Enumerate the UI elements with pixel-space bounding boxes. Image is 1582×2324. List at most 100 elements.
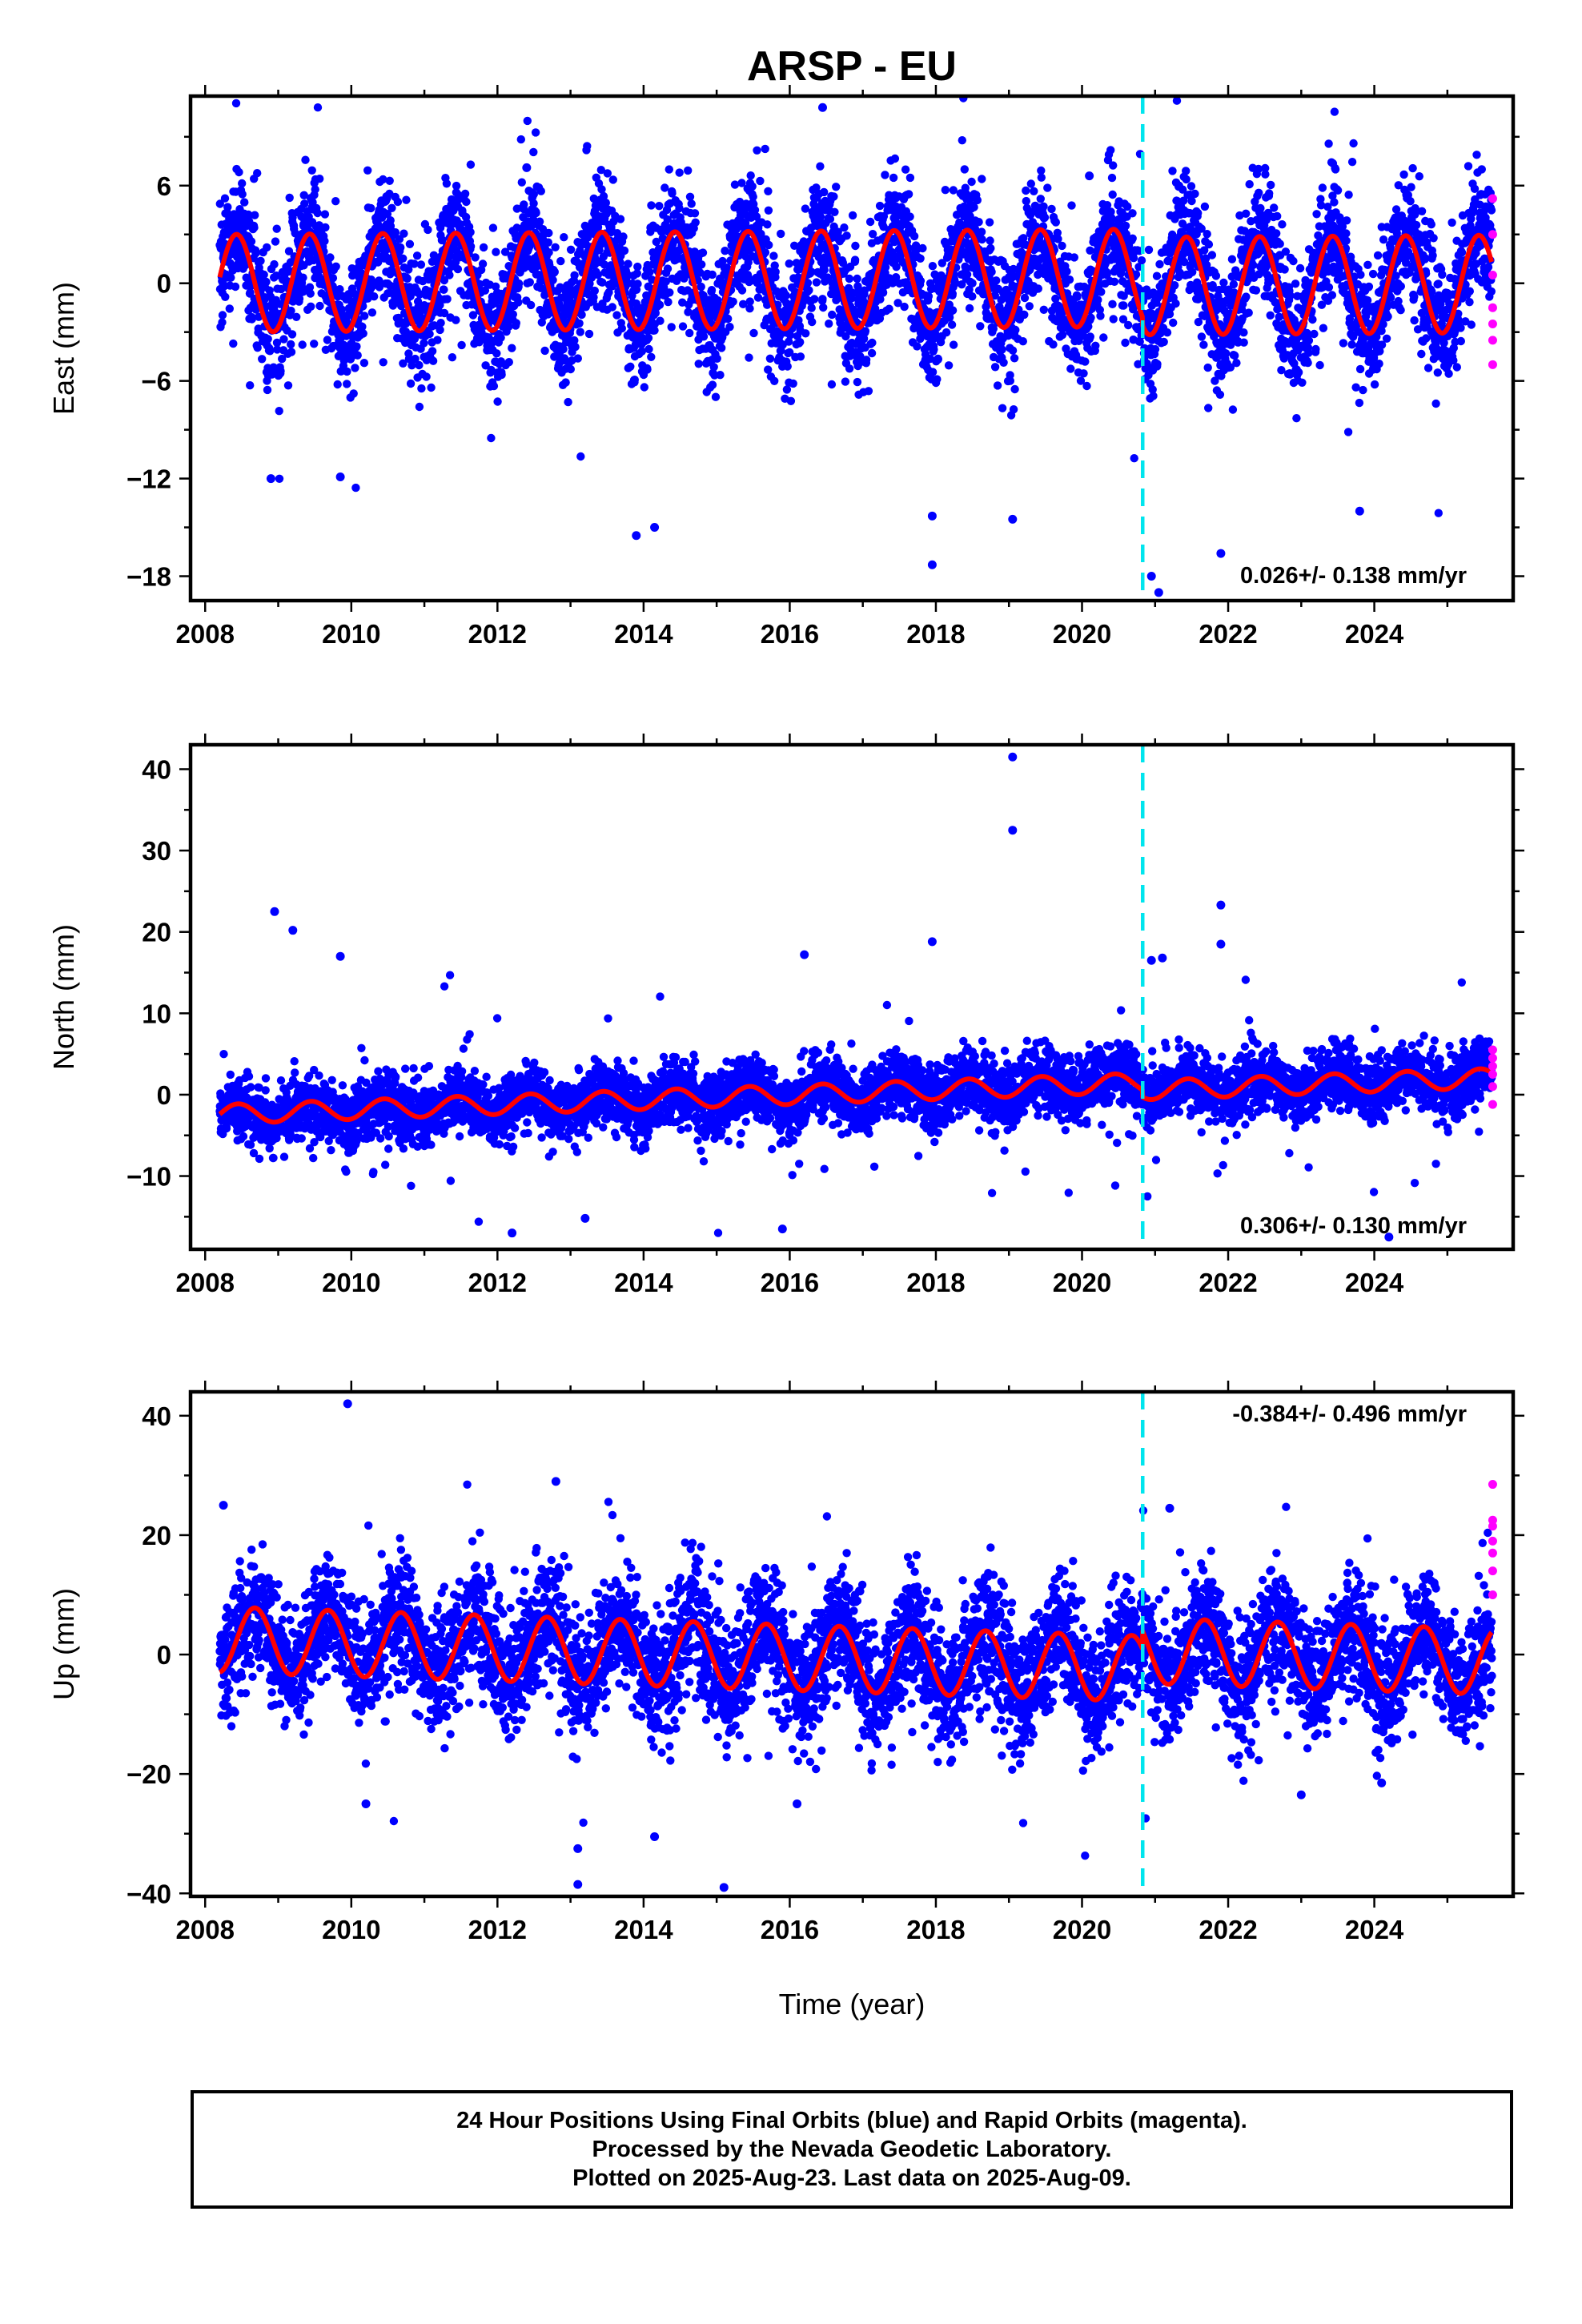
rapid-point-0: [1488, 1045, 1497, 1055]
outlier-point-6: [927, 937, 937, 947]
outlier-point-2: [270, 907, 279, 916]
outlier-point-8: [335, 951, 345, 961]
rapid-point-5: [1488, 1100, 1497, 1109]
x-tick-label: 2010: [322, 1915, 380, 1944]
model-curve: [218, 1605, 1494, 1703]
panel-1: 2008 2010 2012 2014 2016 2018 2020 2022 2024 −18 −…: [47, 85, 1524, 649]
outlier-point-14: [580, 1213, 590, 1223]
plot-frame: [188, 1389, 1516, 1899]
outlier-point-0: [817, 103, 827, 112]
rapid-point-3: [1488, 1536, 1497, 1546]
y-tick-label: −18: [126, 562, 171, 592]
rapid-point-0: [1488, 1480, 1497, 1490]
rapid-orbit-points: [1488, 194, 1497, 369]
rapid-point-2: [1488, 1061, 1497, 1071]
rapid-point-5: [1488, 1566, 1497, 1576]
outlier-point-10: [1296, 1790, 1306, 1799]
outlier-point-1: [1008, 826, 1018, 835]
outlier-point-11: [508, 1228, 517, 1238]
outlier-point-4: [1216, 900, 1226, 910]
y-tick-label: 0: [157, 1080, 171, 1110]
x-tick-label: 2020: [1053, 1268, 1111, 1297]
outlier-point-9: [1146, 955, 1156, 965]
outlier-point-7: [800, 950, 809, 959]
rapid-point-2: [1488, 271, 1497, 280]
y-tick-label: 0: [157, 269, 171, 299]
x-tick-label: 2008: [176, 1915, 235, 1944]
outlier-point-8: [361, 1799, 371, 1808]
y-tick-label: −12: [126, 464, 171, 494]
y-tick-label: 40: [142, 1401, 171, 1431]
x-tick-label: 2016: [761, 1915, 819, 1944]
outlier-point-10: [1158, 953, 1167, 963]
x-tick-label: 2018: [906, 1268, 965, 1297]
plot-area: [215, 96, 1497, 597]
outlier-point-0: [1008, 752, 1018, 762]
y-tick-label: 10: [142, 999, 171, 1028]
x-tick-label: 2014: [614, 619, 673, 649]
x-tick-label: 2020: [1053, 1915, 1111, 1944]
outlier-point-12: [522, 163, 532, 172]
y-tick-label: −20: [126, 1759, 171, 1789]
outlier-point-2: [335, 472, 345, 482]
outlier-point-6: [650, 1831, 660, 1841]
chart-title: ARSP - EU: [747, 43, 957, 90]
x-tick-label: 2012: [468, 619, 527, 649]
y-tick-label: 20: [142, 1521, 171, 1550]
outlier-point-3: [288, 926, 298, 935]
rapid-point-1: [1488, 1053, 1497, 1063]
x-tick-label: 2024: [1345, 1915, 1404, 1944]
y-tick-label: −6: [141, 367, 171, 396]
rate-label: -0.384+/- 0.496 mm/yr: [1232, 1401, 1467, 1427]
y-tick-label: 20: [142, 918, 171, 947]
outlier-point-1: [551, 1477, 560, 1486]
y-axis-label: North (mm): [47, 924, 80, 1070]
rapid-point-2: [1488, 1522, 1497, 1531]
outlier-point-5: [927, 511, 937, 521]
x-tick-label: 2008: [176, 1268, 235, 1297]
footer-line-3: Plotted on 2025-Aug-23. Last data on 202…: [572, 2165, 1131, 2191]
rapid-point-4: [1488, 1082, 1497, 1092]
x-axis-label: Time (year): [779, 1988, 926, 2020]
outlier-point-12: [777, 1224, 787, 1234]
outlier-point-11: [1377, 1778, 1387, 1787]
outlier-point-8: [1146, 572, 1156, 581]
rapid-point-3: [1488, 1070, 1497, 1080]
outlier-point-7: [719, 1883, 729, 1892]
outlier-point-1: [266, 474, 275, 484]
outlier-point-6: [927, 560, 937, 569]
outlier-point-3: [1165, 1503, 1174, 1513]
outlier-point-4: [650, 523, 660, 533]
x-tick-label: 2012: [468, 1268, 527, 1297]
outlier-point-10: [1216, 549, 1226, 558]
rapid-point-1: [1488, 230, 1497, 239]
rate-label: 0.306+/- 0.130 mm/yr: [1240, 1213, 1467, 1239]
x-tick-label: 2014: [614, 1268, 673, 1297]
y-tick-label: 6: [157, 171, 171, 201]
plot-area: [215, 1399, 1497, 1892]
outlier-point-13: [1085, 171, 1094, 181]
footer-line-1: 24 Hour Positions Using Final Orbits (bl…: [456, 2108, 1247, 2133]
rapid-point-4: [1488, 320, 1497, 329]
outlier-point-2: [219, 1501, 228, 1510]
footer-box: 24 Hour Positions Using Final Orbits (bl…: [191, 2090, 1513, 2209]
plot-area: [215, 752, 1497, 1242]
outlier-points: [266, 103, 1364, 597]
outlier-point-9: [793, 1799, 802, 1808]
rate-label: 0.026+/- 0.138 mm/yr: [1240, 563, 1467, 589]
y-axis-label: East (mm): [47, 282, 80, 415]
rapid-point-0: [1488, 194, 1497, 203]
y-tick-label: −10: [126, 1162, 171, 1192]
y-tick-label: 30: [142, 836, 171, 866]
x-tick-label: 2024: [1345, 619, 1404, 649]
x-tick-label: 2022: [1199, 619, 1257, 649]
outlier-point-0: [343, 1399, 352, 1409]
model-curve: [217, 227, 1494, 338]
y-axis-label: Up (mm): [47, 1588, 80, 1700]
x-tick-label: 2020: [1053, 619, 1111, 649]
rapid-point-5: [1488, 336, 1497, 345]
outlier-points: [270, 752, 1394, 1242]
outlier-point-11: [1355, 506, 1364, 516]
x-tick-label: 2018: [906, 1915, 965, 1944]
